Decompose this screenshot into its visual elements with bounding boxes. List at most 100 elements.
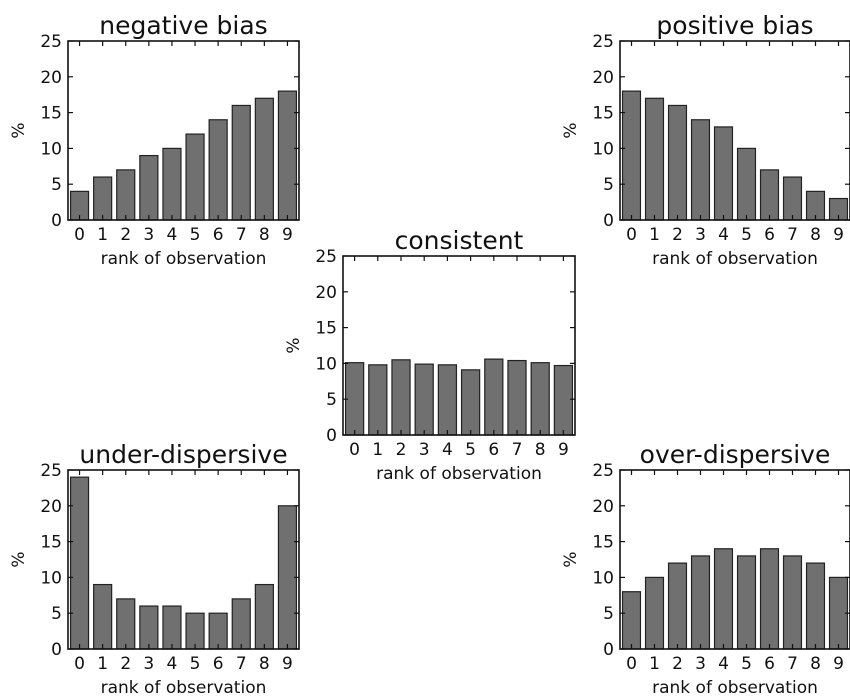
chart-over-dispersive-xtick-label-4: 4 (718, 654, 729, 674)
chart-negative-bias-bar-7 (231, 104, 251, 221)
chart-over-dispersive-xtick-label-5: 5 (741, 654, 752, 674)
chart-under-dispersive-xtick-label-3: 3 (143, 654, 154, 674)
chart-positive-bias-axes-frame (619, 40, 850, 221)
chart-consistent-ytick-label-20: 20 (315, 283, 337, 303)
chart-under-dispersive-ytick-label-0: 0 (51, 640, 62, 660)
chart-under-dispersive-xlabel: rank of observation (101, 678, 267, 698)
chart-consistent-bar-6 (484, 358, 504, 436)
chart-over-dispersive-bar-2 (667, 562, 688, 650)
chart-positive-bias-bar-5 (736, 147, 757, 221)
chart-under-dispersive-xtick-label-1: 1 (97, 654, 108, 674)
chart-negative-bias-bar-1 (93, 176, 113, 221)
chart-over-dispersive-ytick-label-15: 15 (592, 533, 614, 553)
chart-positive-bias-ytick-label-0: 0 (603, 211, 614, 231)
chart-over-dispersive-bar-9 (828, 576, 849, 650)
chart-consistent-xtick-label-2: 2 (396, 440, 407, 460)
chart-consistent-xtick-label-1: 1 (372, 440, 383, 460)
chart-under-dispersive-bar-6 (208, 612, 228, 650)
chart-negative-bias-bar-6 (208, 119, 228, 221)
chart-consistent-xtick-label-7: 7 (512, 440, 523, 460)
chart-negative-bias-xtick-label-6: 6 (213, 225, 224, 245)
chart-negative-bias-xtick-label-5: 5 (190, 225, 201, 245)
chart-positive-bias-xtick-label-5: 5 (741, 225, 752, 245)
chart-over-dispersive-xtick-label-8: 8 (810, 654, 821, 674)
chart-under-dispersive-ytick-label-15: 15 (40, 533, 62, 553)
chart-positive-bias-xtick-label-3: 3 (695, 225, 706, 245)
chart-positive-bias-ylabel: % (561, 122, 581, 138)
chart-positive-bias-bar-7 (782, 176, 803, 221)
chart-under-dispersive-xtick-label-5: 5 (190, 654, 201, 674)
chart-over-dispersive-xtick-label-9: 9 (833, 654, 844, 674)
chart-consistent-ytick-label-5: 5 (326, 390, 337, 410)
chart-consistent-xlabel: rank of observation (376, 464, 542, 484)
chart-consistent-bar-3 (414, 363, 434, 436)
chart-positive-bias-xtick-label-1: 1 (649, 225, 660, 245)
chart-positive-bias-xtick-label-7: 7 (787, 225, 798, 245)
chart-negative-bias-xtick-label-1: 1 (97, 225, 108, 245)
chart-consistent-xtick-label-6: 6 (488, 440, 499, 460)
chart-consistent-bar-4 (437, 364, 458, 436)
chart-negative-bias-bar-9 (277, 90, 298, 221)
chart-consistent-xtick-label-9: 9 (558, 440, 569, 460)
chart-consistent-bar-8 (530, 362, 550, 436)
chart-consistent-ytick-label-15: 15 (315, 319, 337, 339)
chart-negative-bias-bar-3 (139, 154, 159, 221)
chart-over-dispersive-ytick-label-20: 20 (592, 497, 614, 517)
chart-negative-bias-ylabel: % (9, 122, 29, 138)
chart-consistent-title: consistent (395, 226, 524, 255)
chart-negative-bias-ytick-label-0: 0 (51, 211, 62, 231)
chart-under-dispersive-bar-8 (254, 583, 274, 650)
chart-consistent-xtick-label-5: 5 (465, 440, 476, 460)
chart-over-dispersive-bar-1 (644, 576, 665, 650)
chart-under-dispersive-ytick-label-5: 5 (51, 604, 62, 624)
chart-positive-bias-xtick-label-8: 8 (810, 225, 821, 245)
chart-under-dispersive-title: under-dispersive (79, 440, 287, 469)
chart-negative-bias-xlabel: rank of observation (101, 249, 267, 269)
chart-over-dispersive-xlabel: rank of observation (652, 678, 818, 698)
chart-over-dispersive-xtick-label-6: 6 (764, 654, 775, 674)
chart-consistent-ylabel: % (284, 337, 304, 353)
chart-consistent-bar-2 (391, 359, 411, 436)
chart-consistent-xtick-label-4: 4 (442, 440, 453, 460)
chart-negative-bias-ytick-label-15: 15 (40, 104, 62, 124)
chart-positive-bias-xlabel: rank of observation (652, 249, 818, 269)
chart-negative-bias-xtick-label-7: 7 (236, 225, 247, 245)
chart-over-dispersive-title: over-dispersive (640, 440, 831, 469)
chart-negative-bias-ytick-label-20: 20 (40, 68, 62, 88)
chart-consistent-axes-frame (342, 255, 576, 436)
chart-positive-bias-title: positive bias (656, 11, 813, 40)
chart-consistent-xtick-label-8: 8 (535, 440, 546, 460)
chart-over-dispersive-bar-5 (736, 555, 757, 650)
chart-over-dispersive-ytick-label-10: 10 (592, 568, 614, 588)
chart-negative-bias-xtick-label-4: 4 (167, 225, 178, 245)
chart-consistent-bar-0 (344, 362, 365, 436)
chart-under-dispersive-ytick-label-20: 20 (40, 497, 62, 517)
chart-negative-bias-xtick-label-9: 9 (282, 225, 293, 245)
chart-positive-bias-xtick-label-2: 2 (672, 225, 683, 245)
chart-negative-bias-bar-4 (162, 147, 182, 221)
chart-negative-bias-xtick-label-8: 8 (259, 225, 270, 245)
chart-under-dispersive-xtick-label-6: 6 (213, 654, 224, 674)
chart-positive-bias-ytick-label-15: 15 (592, 104, 614, 124)
chart-over-dispersive-bar-7 (782, 555, 803, 650)
chart-over-dispersive-bar-4 (713, 548, 734, 650)
chart-over-dispersive-xtick-label-2: 2 (672, 654, 683, 674)
chart-over-dispersive-xtick-label-1: 1 (649, 654, 660, 674)
chart-consistent-ytick-label-10: 10 (315, 354, 337, 374)
chart-negative-bias-ytick-label-25: 25 (40, 32, 62, 52)
chart-consistent-bar-5 (460, 369, 481, 436)
chart-under-dispersive-ytick-label-10: 10 (40, 568, 62, 588)
chart-positive-bias-ytick-label-5: 5 (603, 175, 614, 195)
chart-negative-bias-xtick-label-3: 3 (143, 225, 154, 245)
chart-under-dispersive-bar-9 (277, 505, 298, 650)
chart-consistent-xtick-label-3: 3 (419, 440, 430, 460)
chart-negative-bias-bar-5 (185, 133, 205, 221)
chart-over-dispersive-ytick-label-0: 0 (603, 640, 614, 660)
chart-under-dispersive-bar-0 (69, 476, 90, 650)
chart-over-dispersive-xtick-label-0: 0 (626, 654, 637, 674)
